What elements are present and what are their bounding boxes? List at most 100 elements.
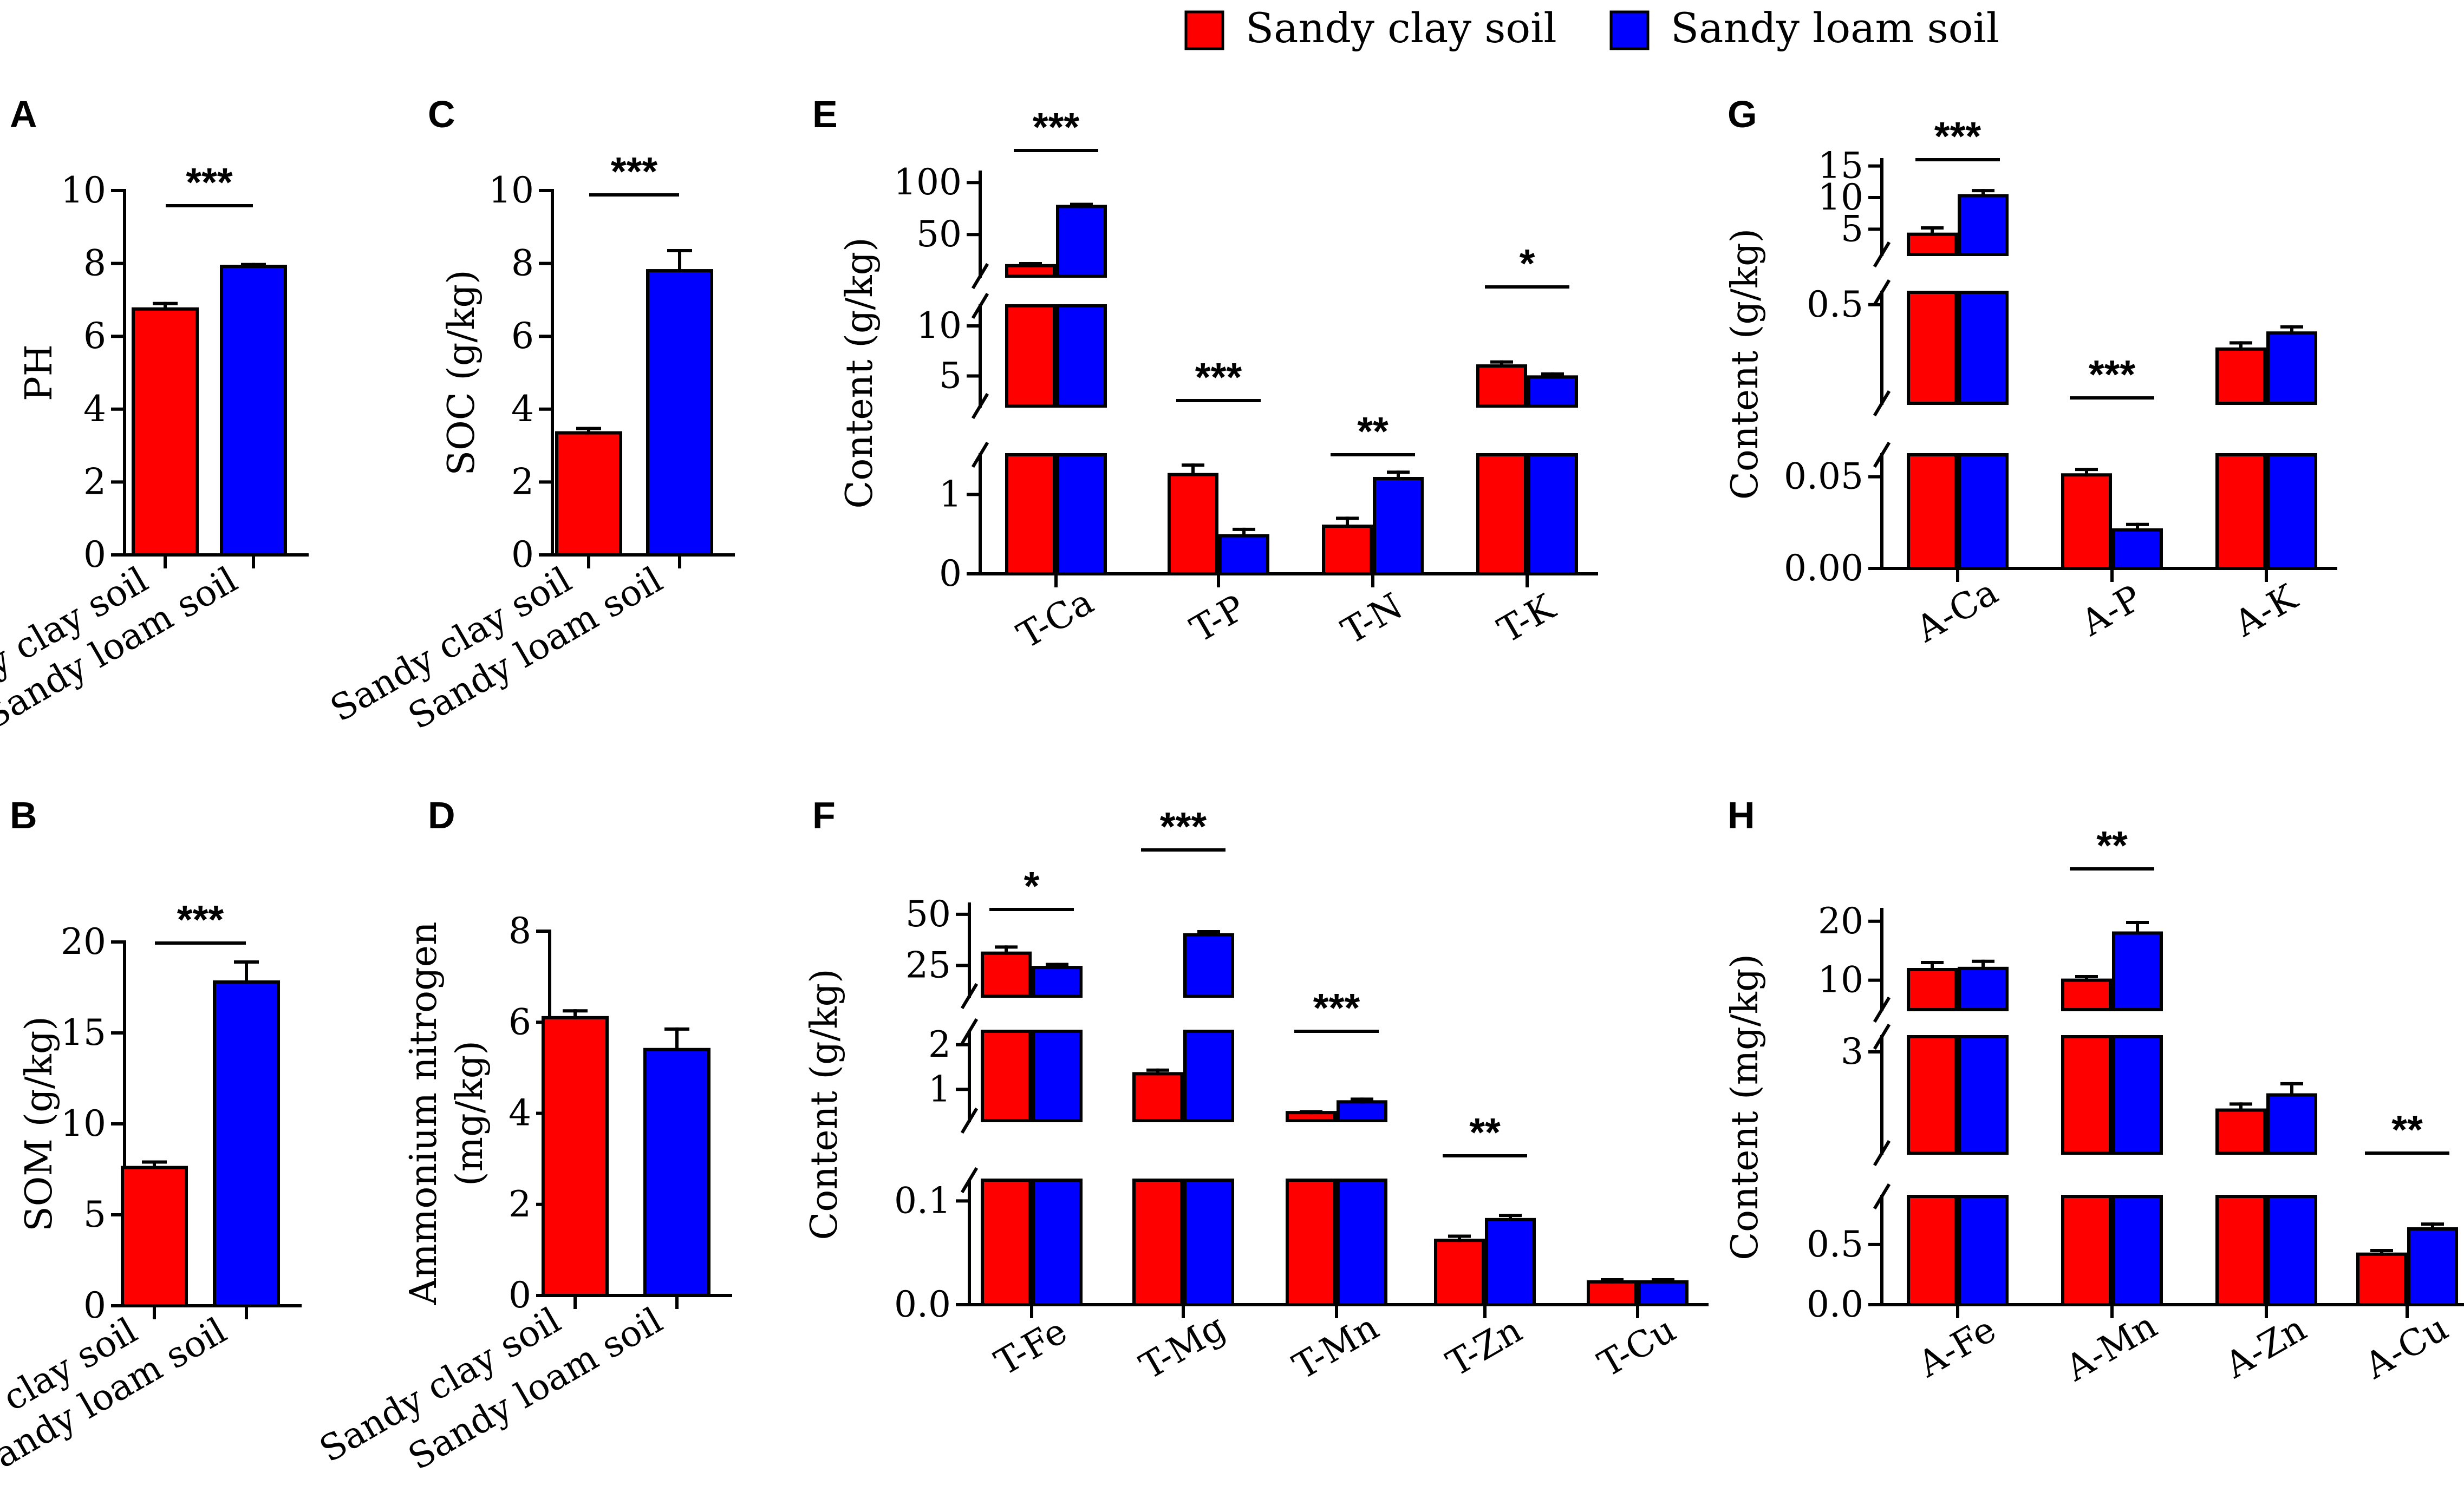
panel-letter-h: H — [1728, 794, 1755, 836]
bar-sandy-loam-t-n — [1373, 477, 1424, 575]
significance-label-0: ** — [2096, 823, 2128, 868]
y-tick-label: 5 — [83, 1194, 106, 1235]
y-axis-title: Content (g/kg) — [838, 237, 881, 508]
axis-break-mark — [960, 1167, 979, 1194]
bar-sandy-loam-a-k — [2266, 453, 2317, 570]
bar-sandy-clay-a-mn — [2061, 1035, 2112, 1155]
panel-f: F 0.0 0.1 12 25 50 T-Fe T-Mg T-Mn T-Zn T-Cu Content… — [803, 794, 1709, 1388]
bar-sandy-clay-a-k — [2215, 453, 2266, 570]
bar-sandy-loam-a-zn — [2266, 1195, 2317, 1306]
axis-break-mark — [1873, 1183, 1891, 1210]
bar-sandy-loam-t-k — [1527, 375, 1578, 408]
bar-sandy-clay — [121, 1166, 188, 1307]
significance-label-1: *** — [2089, 352, 2136, 397]
axis-break-mark — [1873, 1140, 1891, 1167]
significance-label-0: * — [1024, 863, 1040, 908]
x-category-label: A-Ca — [1908, 571, 2005, 651]
y-tick-label: 2 — [509, 1183, 531, 1225]
bar-sandy-clay-a-zn — [2215, 1108, 2266, 1155]
y-axis-title-line-2: (mg/kg) — [448, 1041, 491, 1186]
bar-sandy-clay-a-zn — [2215, 1195, 2266, 1306]
y-tick-label: 0 — [939, 553, 962, 594]
significance-label-0: *** — [611, 149, 658, 194]
x-category-label: A-P — [2074, 577, 2148, 644]
bar-sandy-loam-a-ca — [1958, 194, 2009, 256]
bar-sandy-loam-t-ca — [1056, 304, 1107, 408]
legend-swatch-sandy-loam — [1609, 10, 1650, 50]
bar-sandy-clay-t-n — [1322, 525, 1373, 575]
legend-label-sandy-clay: Sandy clay soil — [1246, 4, 1557, 52]
bar-sandy-loam-t-fe — [1032, 1179, 1083, 1306]
axis-break-mark — [1873, 241, 1891, 268]
panel-letter-d: D — [428, 794, 455, 836]
y-tick-label: 0.0 — [894, 1284, 951, 1325]
x-category-label: T-K — [1491, 586, 1563, 651]
bar-sandy-loam-a-mn — [2112, 1195, 2163, 1306]
y-tick-label: 5 — [1841, 208, 1863, 250]
bar-sandy-loam-t-fe — [1032, 966, 1083, 998]
y-tick-label: 10 — [1818, 176, 1863, 218]
y-axis-title: Content (g/kg) — [1724, 228, 1766, 500]
y-tick-label: 0.5 — [1807, 1223, 1863, 1265]
axis-break-mark — [960, 983, 979, 1010]
x-category-label: A-Cu — [2357, 1307, 2455, 1388]
panel-letter-e: E — [812, 93, 838, 135]
x-category-label: T-Ca — [1011, 581, 1100, 657]
y-tick-label: 0 — [509, 1274, 531, 1316]
bar-sandy-clay-t-ca — [1005, 304, 1056, 408]
x-category-label: A-Fe — [1911, 1308, 2003, 1386]
y-axis-title: Content (mg/kg) — [1724, 954, 1766, 1260]
x-category-label: A-K — [2227, 576, 2305, 645]
axis-break-mark — [1873, 1023, 1891, 1050]
y-tick-label: 10 — [61, 1103, 106, 1144]
significance-label-0: *** — [186, 160, 233, 205]
bar-sandy-clay-t-mg — [1132, 1072, 1183, 1122]
y-tick-label: 20 — [61, 921, 106, 963]
y-tick-label: 0.05 — [1784, 456, 1863, 498]
bar-sandy-clay-t-fe — [981, 951, 1032, 998]
bar-sandy-loam — [646, 269, 713, 557]
y-tick-label: 0.0 — [1807, 1284, 1863, 1325]
y-tick-label: 20 — [1818, 900, 1863, 942]
y-tick-label: 100 — [894, 161, 962, 203]
bar-sandy-clay-t-k — [1476, 453, 1527, 575]
bar-sandy-loam-t-mn — [1337, 1179, 1387, 1306]
x-category-label: T-P — [1183, 587, 1252, 651]
significance-label-2: ** — [1357, 409, 1389, 454]
significance-label-1: ** — [2391, 1107, 2423, 1152]
bar-sandy-loam-t-ca — [1056, 453, 1107, 575]
y-tick-label: 5 — [939, 355, 962, 397]
y-tick-label: 8 — [511, 243, 534, 284]
axis-break-mark — [971, 392, 989, 420]
bar-sandy-clay-a-mn — [2061, 1195, 2112, 1306]
bar-sandy-loam-a-p — [2112, 528, 2163, 571]
y-tick-label: 10 — [1818, 959, 1863, 1001]
y-tick-label: 0 — [511, 534, 534, 575]
y-tick-label: 0.00 — [1784, 547, 1863, 589]
significance-label-1: *** — [1160, 804, 1207, 849]
legend-swatch-sandy-clay — [1184, 10, 1224, 50]
bar-sandy-clay-t-zn — [1434, 1239, 1485, 1307]
bar-sandy-loam-t-mg — [1183, 1179, 1234, 1306]
bar-sandy-clay-a-cu — [2356, 1252, 2407, 1307]
y-tick-label: 6 — [83, 315, 106, 357]
x-category-label: A-Zn — [2218, 1307, 2313, 1386]
y-tick-label: 6 — [511, 315, 534, 357]
bar-sandy-clay-a-mn — [2061, 978, 2112, 1012]
bar-sandy-loam-t-k — [1527, 453, 1578, 575]
significance-label-0: *** — [1934, 114, 1981, 159]
bar-sandy-clay-t-mg — [1132, 1179, 1183, 1306]
bar-sandy-loam-a-mn — [2112, 931, 2163, 1011]
bar-sandy-clay-a-k — [2215, 347, 2266, 405]
bar-sandy-loam-a-k — [2266, 331, 2317, 405]
y-tick-label: 3 — [1841, 1031, 1863, 1072]
bar-sandy-loam-a-ca — [1958, 291, 2009, 405]
bar-sandy-clay-t-ca — [1005, 453, 1056, 575]
y-tick-label: 2 — [511, 461, 534, 502]
bar-sandy-loam-t-mg — [1183, 933, 1234, 998]
